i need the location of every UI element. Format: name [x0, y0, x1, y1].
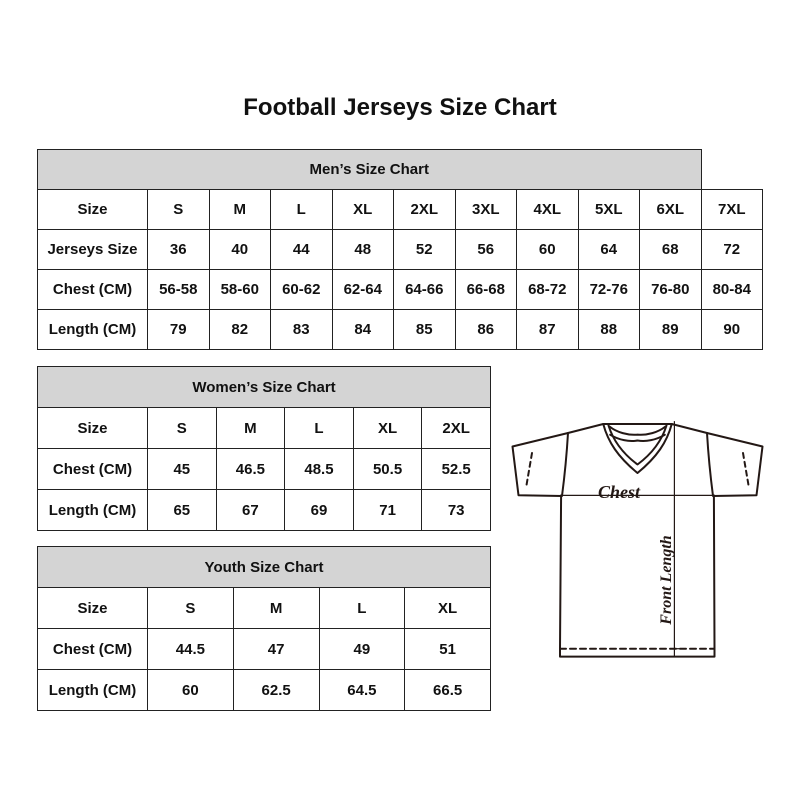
svg-text:Chest: Chest — [598, 482, 641, 502]
svg-text:Front Length: Front Length — [658, 535, 675, 625]
